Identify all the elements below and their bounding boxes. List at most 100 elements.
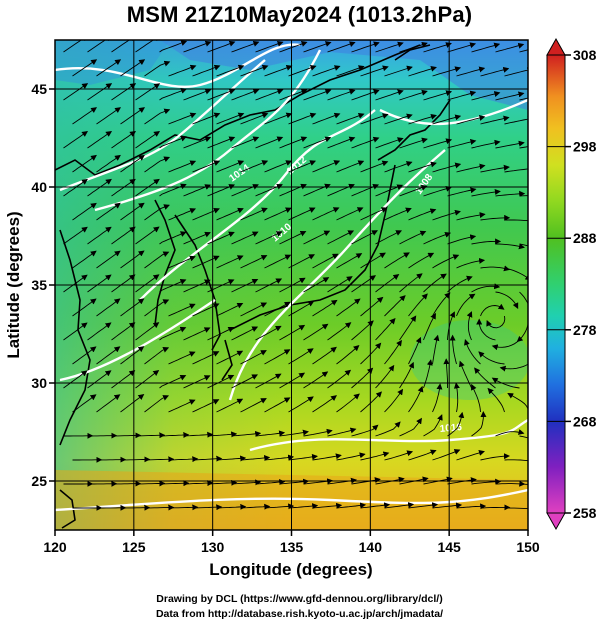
streamline <box>240 64 269 77</box>
streamline <box>144 204 170 221</box>
streamline <box>375 137 404 149</box>
x-tick-label: 150 <box>516 539 540 555</box>
streamline <box>351 89 380 101</box>
credit-drawing: Drawing by DCL (https://www.gfd-dennou.o… <box>156 593 443 605</box>
streamline <box>264 349 291 365</box>
streamline <box>135 178 160 197</box>
streamline <box>264 503 295 510</box>
streamline <box>159 374 187 389</box>
streamline <box>480 115 510 125</box>
streamline <box>504 165 528 173</box>
y-tick-label: 30 <box>31 375 47 391</box>
streamline <box>183 231 211 245</box>
streamline <box>168 399 196 413</box>
streamline <box>447 477 477 485</box>
streamline <box>432 254 460 269</box>
streamline <box>288 348 314 365</box>
streamline <box>384 450 414 461</box>
streamline <box>351 424 379 437</box>
streamline <box>120 59 146 77</box>
streamline <box>207 327 235 341</box>
streamline <box>399 89 428 101</box>
streamline <box>72 107 98 125</box>
streamline <box>423 90 453 101</box>
streamline <box>327 369 352 389</box>
streamline <box>303 230 331 245</box>
streamline <box>312 207 340 221</box>
streamline <box>504 219 528 222</box>
streamline <box>408 293 428 317</box>
streamline <box>168 208 197 221</box>
streamline <box>255 231 283 245</box>
streamline <box>495 291 519 309</box>
streamline <box>516 320 528 343</box>
streamline <box>449 334 457 365</box>
streamline <box>183 375 211 389</box>
streamline <box>408 113 437 125</box>
streamline <box>72 59 98 77</box>
streamline <box>456 212 486 221</box>
streamline <box>168 351 196 365</box>
streamline <box>120 298 145 317</box>
streamline <box>447 90 477 101</box>
streamline <box>471 91 501 101</box>
streamline <box>399 137 428 149</box>
streamline <box>375 274 400 293</box>
streamline <box>327 41 356 53</box>
streamline <box>207 40 236 53</box>
streamline <box>360 252 386 269</box>
streamline <box>87 40 113 53</box>
streamline <box>135 480 166 487</box>
streamline <box>144 108 171 125</box>
colorbar: 258 268 278 288 298 308 <box>546 37 597 531</box>
x-tick-label: 135 <box>280 539 304 555</box>
streamline <box>183 279 211 293</box>
streamline <box>192 303 220 317</box>
streamline <box>474 367 496 389</box>
streamline <box>351 477 381 485</box>
streamline <box>336 298 361 317</box>
streamline <box>303 323 329 341</box>
streamline <box>495 91 525 101</box>
streamline <box>96 154 121 173</box>
streamline <box>192 112 221 125</box>
streamline <box>351 136 380 149</box>
streamline <box>327 230 355 245</box>
streamline <box>480 265 510 272</box>
streamline <box>288 503 319 510</box>
streamline <box>504 507 528 510</box>
streamline <box>456 257 486 269</box>
y-tick-label: 45 <box>31 81 47 97</box>
streamline <box>447 187 477 197</box>
streamline <box>399 41 428 53</box>
streamline <box>399 184 428 197</box>
streamline <box>216 350 244 365</box>
streamline <box>240 160 269 173</box>
streamline <box>183 327 211 341</box>
streamline <box>120 107 146 125</box>
streamline <box>504 116 528 125</box>
colorbar-tick-label: 308 <box>573 47 597 63</box>
streamline <box>135 131 161 149</box>
streamline <box>120 456 151 463</box>
streamline <box>312 160 341 173</box>
streamline <box>471 283 501 293</box>
streamline <box>408 385 424 413</box>
streamline <box>447 275 473 293</box>
streamline <box>72 298 97 317</box>
streamline <box>399 361 414 389</box>
streamline <box>480 504 511 511</box>
streamline <box>408 208 437 221</box>
streamline <box>192 351 220 365</box>
streamline <box>471 411 487 437</box>
streamline <box>135 83 161 101</box>
streamline <box>255 136 284 149</box>
streamline <box>231 479 262 486</box>
streamline <box>231 231 259 245</box>
x-tick-label: 140 <box>359 539 383 555</box>
streamline <box>487 387 505 413</box>
streamline <box>432 209 461 221</box>
streamline <box>87 274 112 293</box>
streamline <box>144 60 171 77</box>
